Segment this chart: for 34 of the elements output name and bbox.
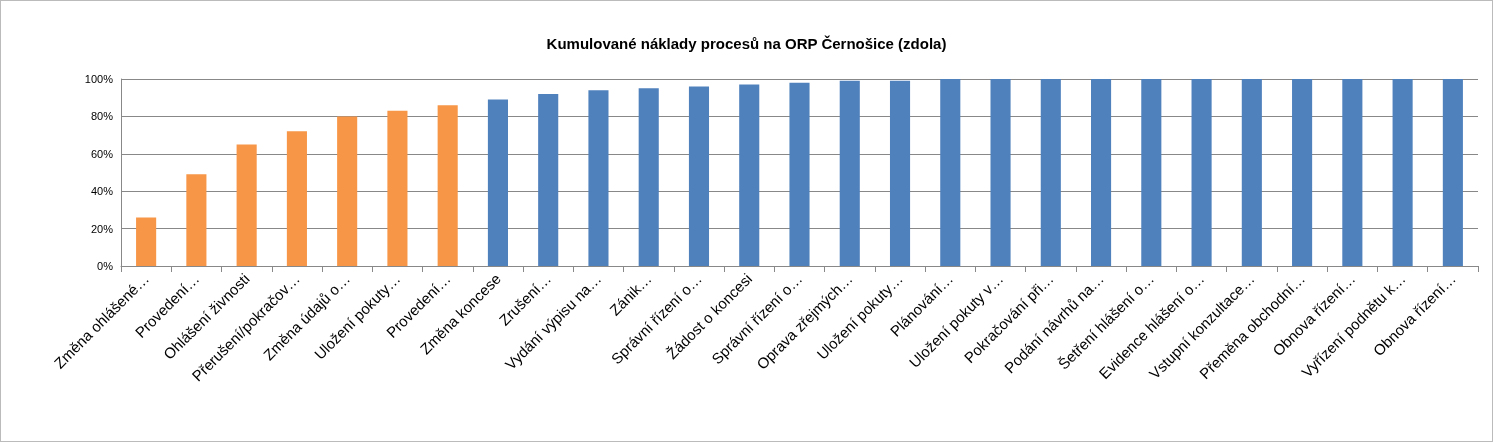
bar [638,88,659,266]
bar [286,131,307,266]
bar [387,110,408,266]
bar [337,116,358,266]
bar [186,174,207,266]
bar [1040,79,1061,266]
bar [437,105,458,266]
bar [136,217,157,266]
y-tick-label: 60% [90,147,114,160]
bar [688,86,710,266]
bar [1392,79,1413,266]
bar [487,99,508,266]
bar [940,79,961,266]
bar [588,90,609,266]
bar [1241,79,1262,266]
bar [1292,79,1313,266]
chart-title: Kumulované náklady procesů na ORP Černošice (zdola) [546,35,947,52]
bar [1091,79,1112,266]
bar [538,93,559,266]
bar [839,80,860,266]
bar [789,82,810,266]
y-tick-label: 100% [84,73,114,85]
bar [889,80,911,266]
bar [236,144,257,266]
bar [990,79,1011,266]
y-tick-label: 20% [90,222,114,235]
bar [1442,79,1463,266]
y-tick-label: 80% [90,110,114,123]
bar [1191,79,1212,266]
bar [1342,79,1363,266]
bar [739,84,760,266]
y-tick-label: 0% [97,260,114,272]
bar [1141,79,1162,266]
y-tick-label: 40% [90,185,114,198]
